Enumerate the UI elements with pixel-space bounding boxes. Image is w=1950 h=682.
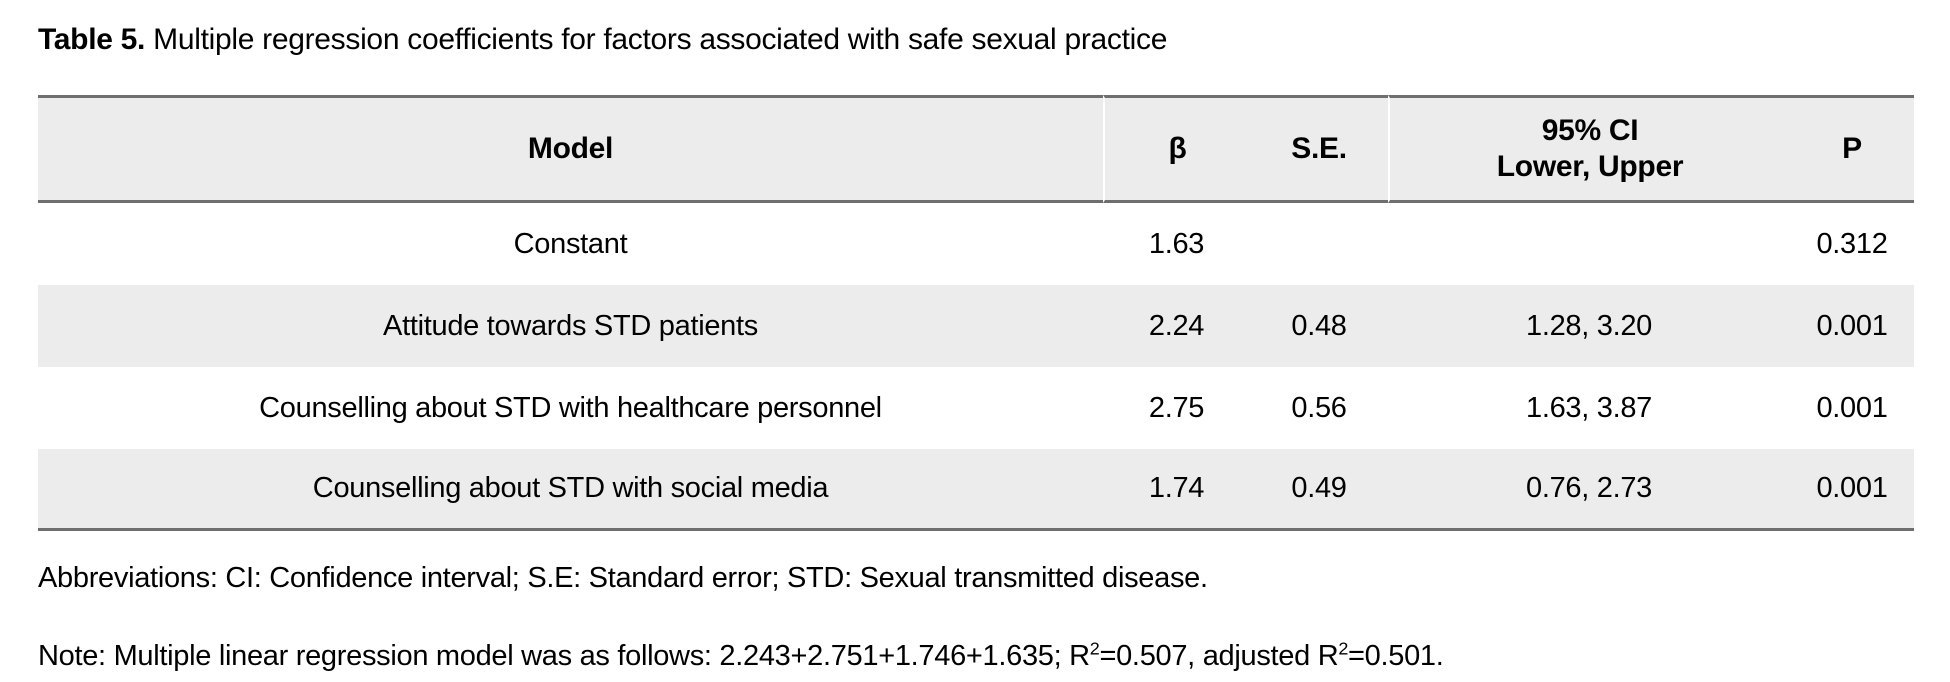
- cell-ci: 1.63, 3.87: [1388, 367, 1790, 449]
- abbreviations-note: Abbreviations: CI: Confidence interval; …: [38, 562, 1208, 594]
- cell-beta: 1.74: [1103, 449, 1250, 531]
- column-header-p: P: [1790, 95, 1914, 203]
- document-page: Table 5. Multiple regression coefficient…: [38, 0, 1914, 673]
- table-row-attitude: Attitude towards STD patients 2.24 0.48 …: [38, 285, 1914, 367]
- r-squared-superscript: 2: [1089, 638, 1100, 659]
- cell-se: 0.49: [1250, 449, 1388, 531]
- cell-ci: 1.28, 3.20: [1388, 285, 1790, 367]
- header-row: Model β S.E. 95% CI Lower, Upper P: [38, 95, 1914, 203]
- column-header-ci-line2: Lower, Upper: [1496, 150, 1684, 183]
- cell-beta: 2.75: [1103, 367, 1250, 449]
- table-body: Constant 1.63 0.312 Attitude towards STD…: [38, 203, 1914, 531]
- regression-note: Note: Multiple linear regression model w…: [38, 639, 1914, 673]
- cell-p: 0.312: [1790, 203, 1914, 285]
- column-header-ci-line1: 95% CI: [1541, 114, 1639, 147]
- column-header-ci: 95% CI Lower, Upper: [1388, 95, 1790, 203]
- table-row-counselling-social: Counselling about STD with social media …: [38, 449, 1914, 531]
- regression-note-prefix: Note: Multiple linear regression model w…: [38, 640, 1090, 672]
- cell-p: 0.001: [1790, 285, 1914, 367]
- cell-model: Counselling about STD with healthcare pe…: [38, 367, 1103, 449]
- cell-ci: [1388, 203, 1790, 285]
- cell-model: Constant: [38, 203, 1103, 285]
- regression-note-suffix: =0.501.: [1348, 640, 1444, 672]
- regression-table: Model β S.E. 95% CI Lower, Upper P Const…: [38, 95, 1914, 531]
- column-header-model: Model: [38, 95, 1103, 203]
- cell-se: [1250, 203, 1388, 285]
- cell-p: 0.001: [1790, 367, 1914, 449]
- adjusted-r-squared-superscript: 2: [1338, 638, 1349, 659]
- regression-note-mid: =0.507, adjusted R: [1099, 640, 1339, 672]
- table-header: Model β S.E. 95% CI Lower, Upper P: [38, 95, 1914, 203]
- table-row-counselling-healthcare: Counselling about STD with healthcare pe…: [38, 367, 1914, 449]
- cell-model: Counselling about STD with social media: [38, 449, 1103, 531]
- cell-ci: 0.76, 2.73: [1388, 449, 1790, 531]
- cell-model: Attitude towards STD patients: [38, 285, 1103, 367]
- cell-p: 0.001: [1790, 449, 1914, 531]
- cell-beta: 2.24: [1103, 285, 1250, 367]
- cell-se: 0.48: [1250, 285, 1388, 367]
- cell-beta: 1.63: [1103, 203, 1250, 285]
- table-caption: Table 5. Multiple regression coefficient…: [38, 21, 1914, 58]
- column-header-se: S.E.: [1250, 95, 1388, 203]
- cell-se: 0.56: [1250, 367, 1388, 449]
- table-row-constant: Constant 1.63 0.312: [38, 203, 1914, 285]
- table-caption-text: Multiple regression coefficients for fac…: [145, 23, 1168, 56]
- table-number: Table 5.: [38, 23, 146, 56]
- column-header-beta: β: [1103, 95, 1250, 203]
